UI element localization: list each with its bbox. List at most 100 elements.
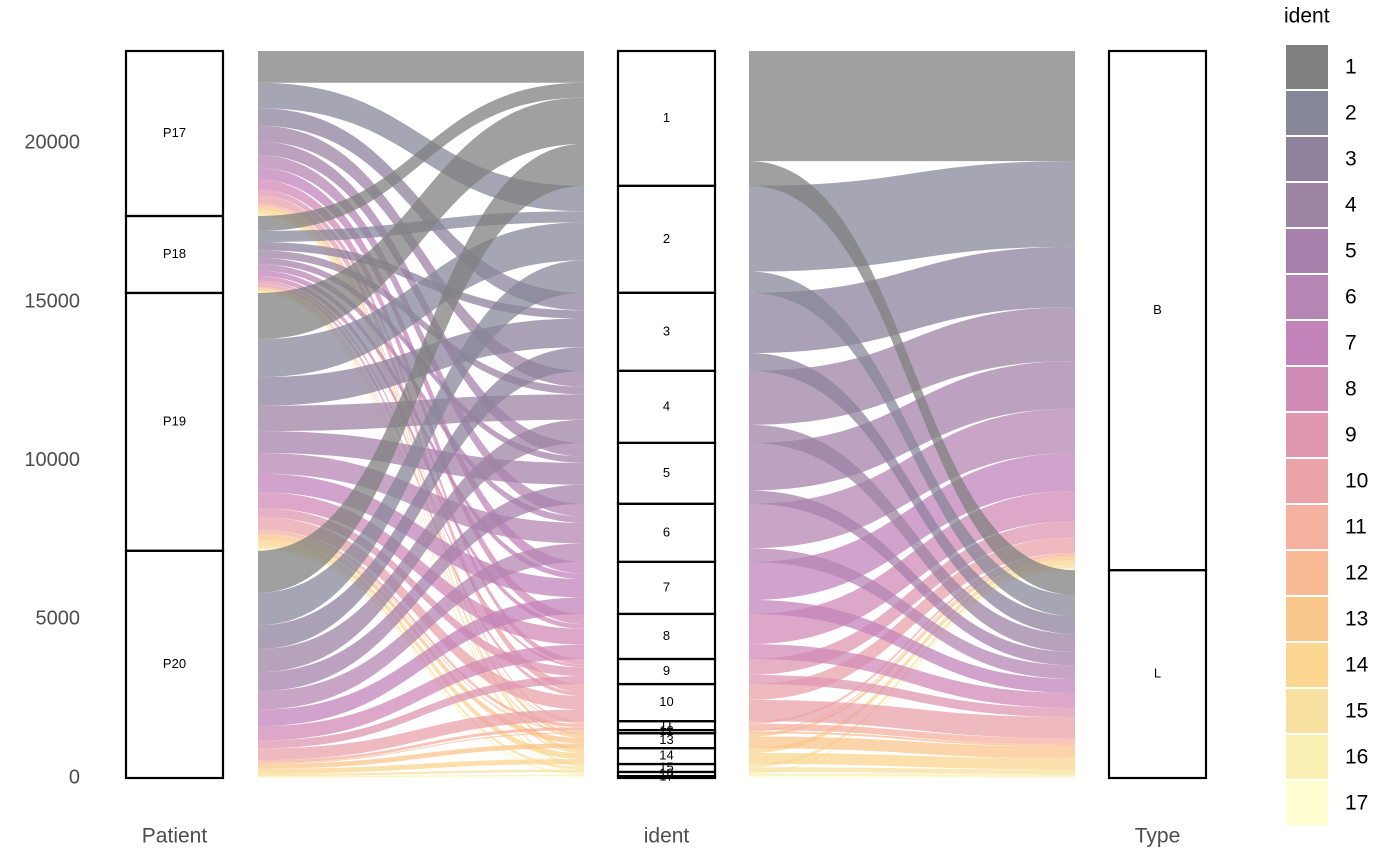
flow	[258, 264, 584, 523]
stratum-label: L	[1154, 666, 1161, 681]
legend-key	[1286, 689, 1328, 733]
legend-key	[1286, 45, 1328, 89]
stratum-label: 14	[659, 748, 673, 763]
legend-key	[1286, 367, 1328, 411]
flow	[749, 731, 1075, 747]
legend-key	[1286, 459, 1328, 503]
flow	[749, 559, 1075, 753]
flow	[258, 97, 584, 340]
stratum	[1107, 569, 1208, 780]
flow	[258, 774, 584, 778]
flow	[749, 271, 1075, 617]
legend-key	[1286, 229, 1328, 273]
legend-label: 17	[1345, 792, 1368, 815]
legend-label: 3	[1345, 148, 1357, 171]
legend-key	[1286, 275, 1328, 319]
flow	[258, 758, 584, 774]
stratum-label: 1	[663, 110, 670, 125]
legend-key	[1286, 321, 1328, 365]
legend-label: 6	[1345, 286, 1357, 309]
legend-label: 9	[1345, 424, 1357, 447]
stratum-label: P18	[163, 246, 186, 261]
legend-key	[1286, 91, 1328, 135]
flow	[258, 516, 584, 710]
flow	[749, 674, 1075, 718]
stratum-label: 4	[663, 398, 670, 413]
legend-label: 8	[1345, 378, 1357, 401]
stratum-label: 3	[663, 323, 670, 338]
legend-label: 7	[1345, 332, 1357, 355]
legend-key	[1286, 735, 1328, 779]
flow	[258, 540, 584, 759]
y-tick-label: 10000	[24, 449, 80, 471]
stratum	[616, 774, 717, 780]
flow	[749, 699, 1075, 739]
legend-label: 16	[1345, 746, 1368, 769]
flow	[749, 424, 1075, 653]
flow	[258, 676, 584, 749]
flow	[749, 521, 1075, 675]
flow	[258, 209, 584, 752]
flow	[258, 743, 584, 769]
flow	[258, 394, 584, 432]
stratum-label: P20	[163, 656, 186, 671]
stratum-label: 6	[663, 524, 670, 539]
stratum-label: 17	[659, 768, 673, 783]
flow	[749, 723, 1075, 745]
flow	[749, 548, 1075, 679]
legend-key	[1286, 597, 1328, 641]
flow	[749, 161, 1075, 595]
flow	[258, 492, 584, 645]
legend-key	[1286, 551, 1328, 595]
flow	[749, 353, 1075, 634]
legend-label: 10	[1345, 470, 1368, 493]
stratum-label: 15	[659, 759, 673, 774]
flow	[258, 484, 584, 692]
legend-label: 12	[1345, 562, 1368, 585]
flow	[749, 773, 1075, 777]
legend-title: ident	[1284, 5, 1330, 28]
flow	[258, 125, 584, 387]
flow	[749, 564, 1075, 768]
flow	[258, 260, 584, 626]
axis-label: ident	[644, 825, 690, 848]
flow	[258, 82, 584, 231]
y-tick-label: 15000	[24, 290, 80, 312]
flow	[258, 288, 584, 739]
stratum-label: 2	[663, 231, 670, 246]
stratum	[124, 549, 225, 780]
flow	[749, 490, 1075, 666]
legend-label: 15	[1345, 700, 1368, 723]
flow	[749, 736, 1075, 759]
flow	[258, 543, 584, 710]
axis-label: Patient	[142, 825, 208, 848]
stratum-label: P19	[163, 413, 186, 428]
y-tick-label: 20000	[24, 132, 80, 154]
flow	[749, 752, 1075, 770]
stratum-label: 12	[659, 723, 673, 738]
flow	[258, 250, 584, 395]
flow	[258, 769, 584, 777]
flow	[258, 280, 584, 668]
legend-label: 1	[1345, 56, 1357, 79]
legend-key	[1286, 137, 1328, 181]
flow	[258, 727, 584, 763]
flow	[749, 51, 1075, 162]
legend-key	[1286, 413, 1328, 457]
stratum-label: 5	[663, 465, 670, 480]
flow	[258, 777, 584, 778]
flow	[258, 534, 584, 744]
flow	[258, 82, 584, 212]
flow	[258, 242, 584, 319]
flow	[258, 419, 584, 673]
stratum-label: P17	[163, 125, 186, 140]
flow	[258, 644, 584, 741]
flow	[258, 206, 584, 737]
legend-key	[1286, 183, 1328, 227]
legend-key	[1286, 781, 1328, 825]
flows	[258, 51, 1075, 778]
stratum-label: 11	[660, 717, 674, 732]
stratum-label: 10	[659, 694, 673, 709]
